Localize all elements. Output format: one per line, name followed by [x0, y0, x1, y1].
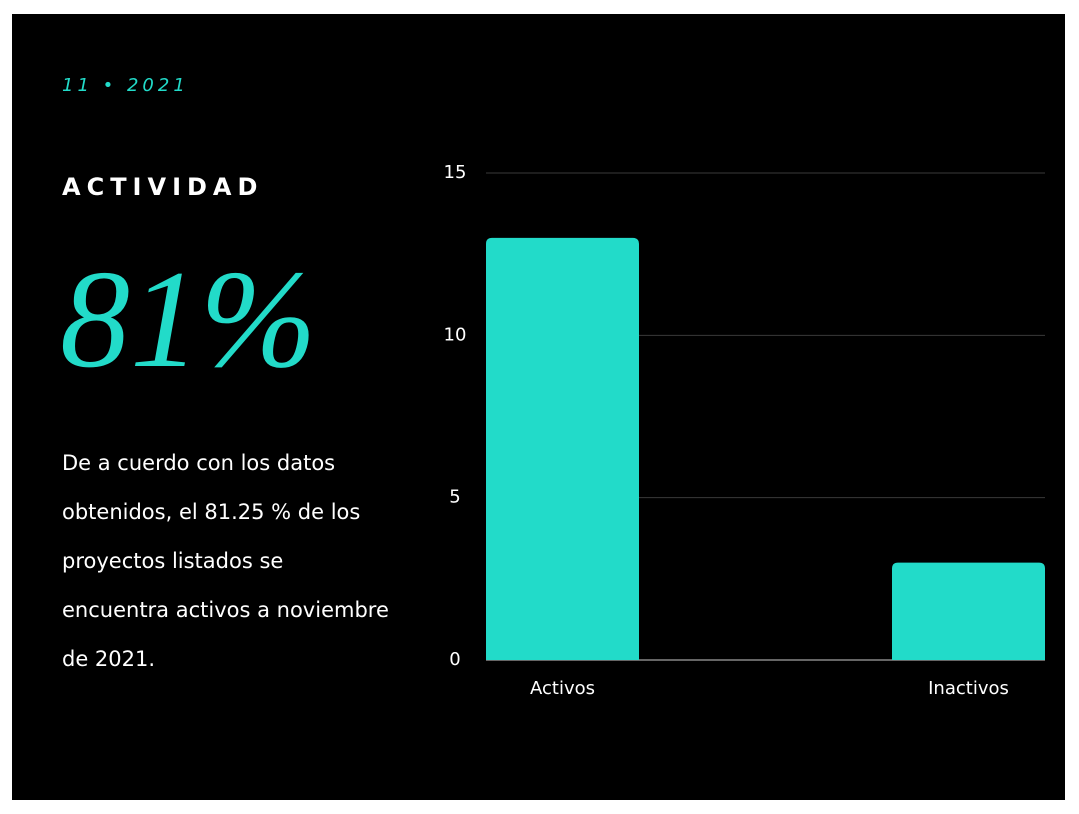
paragraph: De a cuerdo con los datos obtenidos, el 8… — [62, 451, 389, 671]
y-tick-label: 0 — [449, 649, 460, 670]
paragraph-line: obtenidos, el 81.25 % de los — [62, 500, 360, 524]
paragraph-line: de 2021. — [62, 647, 155, 671]
x-tick-label: Inactivos — [928, 678, 1009, 699]
y-tick-label: 15 — [444, 162, 467, 183]
highlight: 81% — [60, 242, 317, 397]
date: 11 • 2021 — [62, 75, 189, 96]
y-tick-label: 10 — [444, 324, 467, 345]
bar — [892, 562, 1045, 660]
x-tick-label: Activos — [530, 678, 595, 699]
paragraph-line: proyectos listados se — [62, 549, 283, 573]
section-title: ACTIVIDAD — [62, 173, 263, 201]
bar — [486, 237, 639, 660]
paragraph-line: De a cuerdo con los datos — [62, 451, 335, 475]
paragraph-line: encuentra activos a noviembre — [62, 598, 389, 622]
chart: 0 5 10 15 Activos Inactivos — [444, 162, 1045, 699]
y-tick-label: 5 — [449, 487, 460, 508]
